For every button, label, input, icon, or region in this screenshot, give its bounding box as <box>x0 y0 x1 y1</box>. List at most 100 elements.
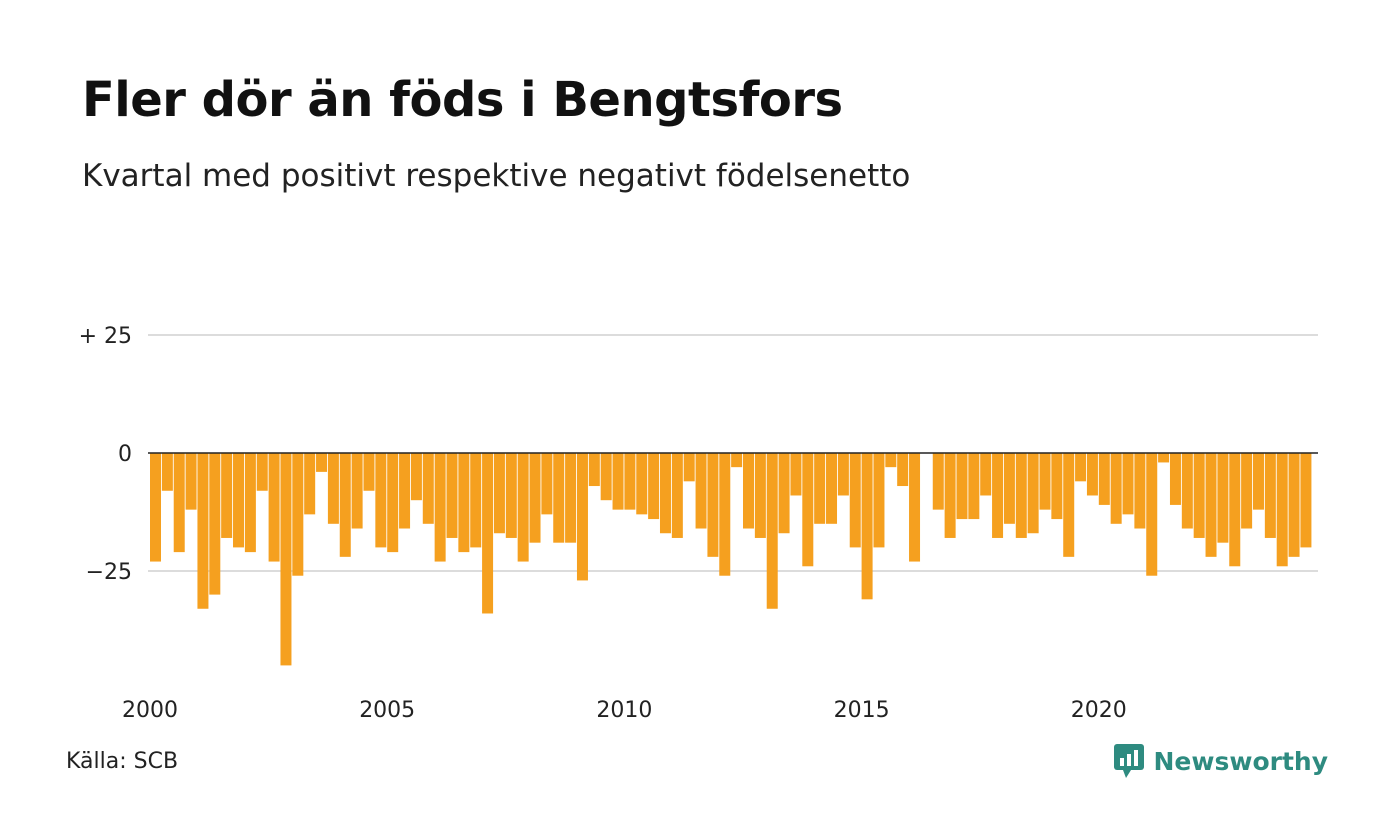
bar <box>1003 453 1015 524</box>
bar <box>304 453 316 515</box>
newsworthy-logo-icon <box>1113 744 1144 778</box>
bar <box>387 453 399 553</box>
y-tick-label: 0 <box>118 442 132 467</box>
y-axis-labels: + 25 0 −25 <box>79 324 132 585</box>
bar <box>992 453 1004 538</box>
bar <box>316 453 328 472</box>
bar <box>363 453 375 491</box>
bar <box>612 453 624 510</box>
source-note: Källa: SCB <box>66 749 179 774</box>
bar <box>529 453 541 543</box>
bar <box>1146 453 1158 576</box>
x-tick-label: 2005 <box>359 698 415 723</box>
bar <box>1193 453 1205 538</box>
bar <box>588 453 600 487</box>
bar <box>327 453 339 524</box>
bar <box>837 453 849 496</box>
bar <box>446 453 458 538</box>
bar <box>754 453 766 538</box>
bar <box>1158 453 1170 463</box>
bar <box>778 453 790 534</box>
bar <box>1229 453 1241 567</box>
bar <box>482 453 494 614</box>
bar <box>1264 453 1276 538</box>
bar <box>161 453 173 491</box>
bar <box>600 453 612 501</box>
bar <box>541 453 553 515</box>
bar <box>826 453 838 524</box>
bar <box>968 453 980 520</box>
grid-lines <box>148 334 1318 572</box>
bar <box>292 453 304 576</box>
y-tick-label: + 25 <box>79 324 132 349</box>
bar <box>849 453 861 548</box>
bar <box>517 453 529 562</box>
bar <box>565 453 577 543</box>
x-tick-label: 2010 <box>596 698 652 723</box>
bar <box>885 453 897 468</box>
bar <box>873 453 885 548</box>
y-tick-label: −25 <box>86 560 132 585</box>
bar <box>1051 453 1063 520</box>
bar <box>422 453 434 524</box>
bar <box>1086 453 1098 496</box>
bar <box>1027 453 1039 534</box>
bar <box>553 453 565 543</box>
bar <box>493 453 505 534</box>
bar <box>814 453 826 524</box>
bar <box>339 453 351 557</box>
bar <box>1063 453 1075 557</box>
bar <box>1169 453 1181 505</box>
bar <box>932 453 944 510</box>
bar <box>1205 453 1217 557</box>
bar <box>695 453 707 529</box>
bar <box>1276 453 1288 567</box>
bar <box>1098 453 1110 505</box>
x-axis-labels: 2000 2005 2010 2015 2020 <box>122 698 1127 723</box>
bar <box>731 453 743 468</box>
bar <box>209 453 221 595</box>
bar <box>671 453 683 538</box>
bar <box>659 453 671 534</box>
bar <box>256 453 268 491</box>
bar <box>1039 453 1051 510</box>
bar <box>1288 453 1300 557</box>
bar <box>909 453 921 562</box>
brand-name: Newsworthy <box>1153 746 1329 776</box>
bar <box>1122 453 1134 515</box>
x-tick-label: 2020 <box>1071 698 1127 723</box>
bar <box>470 453 482 548</box>
bar <box>980 453 992 496</box>
bar <box>1300 453 1312 548</box>
bar <box>719 453 731 576</box>
bar <box>683 453 695 482</box>
x-tick-label: 2015 <box>834 698 890 723</box>
bar <box>944 453 956 538</box>
bar <box>434 453 446 562</box>
bar <box>576 453 588 581</box>
bar <box>648 453 660 520</box>
bar <box>1075 453 1087 482</box>
x-tick-label: 2000 <box>122 698 178 723</box>
bar <box>268 453 280 562</box>
bar <box>861 453 873 600</box>
bar <box>280 453 292 666</box>
bar <box>399 453 411 529</box>
bar <box>624 453 636 510</box>
bar <box>790 453 802 496</box>
bar <box>766 453 778 609</box>
bar <box>1241 453 1253 529</box>
bar <box>636 453 648 515</box>
bar <box>743 453 754 529</box>
bar <box>1181 453 1193 529</box>
chart-title: Fler dör än föds i Bengtsfors <box>82 72 843 128</box>
bar <box>173 453 185 553</box>
bar <box>956 453 968 520</box>
bar <box>802 453 814 567</box>
bar <box>351 453 363 529</box>
bar <box>375 453 387 548</box>
bar <box>150 453 161 562</box>
bar <box>197 453 209 609</box>
bar <box>221 453 233 538</box>
